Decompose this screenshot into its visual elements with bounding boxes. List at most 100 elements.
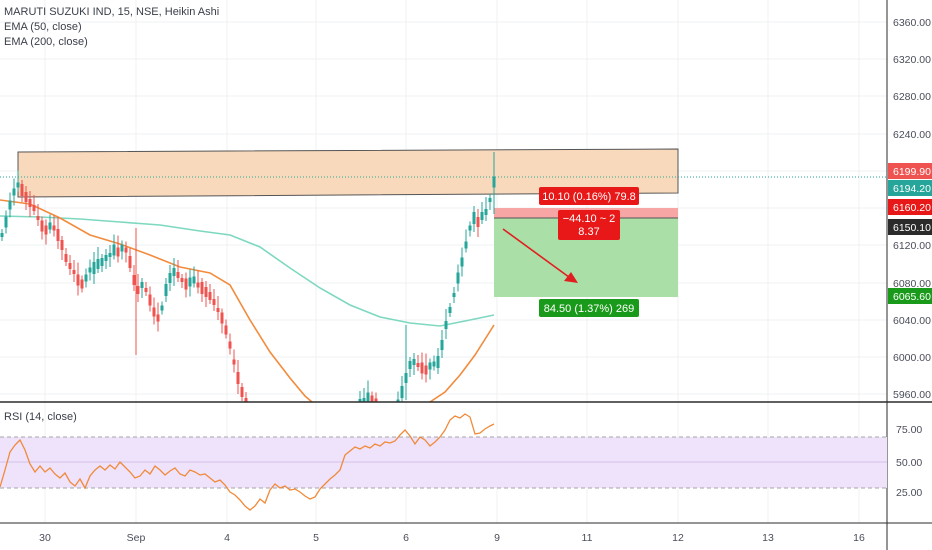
candle-body bbox=[200, 282, 204, 294]
candle-body bbox=[40, 220, 44, 232]
candle-body bbox=[408, 361, 412, 369]
candle-body bbox=[68, 263, 72, 269]
candle-body bbox=[448, 307, 452, 313]
candle-body bbox=[100, 258, 104, 266]
candle-body bbox=[160, 305, 164, 311]
candle-body bbox=[440, 340, 444, 350]
candle-body bbox=[428, 362, 432, 370]
settings-corner-icon[interactable] bbox=[888, 524, 932, 550]
candle-body bbox=[52, 225, 56, 231]
rsi-tick-label: 25.00 bbox=[896, 487, 922, 499]
candle-body bbox=[44, 225, 48, 235]
candle-body bbox=[136, 286, 140, 294]
candle-body bbox=[358, 399, 362, 402]
price-tag-last: 6194.20 bbox=[888, 180, 932, 196]
candle-body bbox=[366, 392, 370, 402]
rsi-tick-label: 75.00 bbox=[896, 424, 922, 436]
candle-body bbox=[216, 308, 220, 312]
time-tick-label: Sep bbox=[127, 532, 146, 544]
center-label-box: −44.10 ~ 2 8.37 bbox=[558, 210, 620, 240]
price-tag-entry-text: 6150.10 bbox=[893, 222, 931, 234]
candle-body bbox=[128, 256, 132, 268]
candle-body bbox=[152, 307, 156, 317]
price-tag-stop: 6160.20 bbox=[888, 199, 932, 215]
candle-body bbox=[416, 363, 420, 367]
stop-label-box: 10.10 (0.16%) 79.8 bbox=[539, 187, 639, 205]
candle-body bbox=[184, 278, 188, 290]
rsi-line bbox=[0, 413, 495, 511]
price-tick-label: 6120.00 bbox=[893, 240, 931, 252]
rsi-axis[interactable]: 75.00 50.00 25.00 bbox=[896, 424, 922, 499]
rsi-tick-label: 50.00 bbox=[896, 457, 922, 469]
candle-body bbox=[176, 272, 180, 278]
price-tick-label: 5960.00 bbox=[893, 389, 931, 401]
candle-body bbox=[444, 321, 448, 329]
time-axis[interactable]: 30 Sep 4 5 6 9 11 12 13 16 bbox=[39, 532, 865, 544]
candle-body bbox=[436, 356, 440, 368]
candle-body bbox=[244, 398, 248, 402]
candle-body bbox=[92, 262, 96, 274]
time-tick-label: 5 bbox=[313, 532, 319, 544]
candle-body bbox=[132, 275, 136, 285]
price-tag-high: 6199.90 bbox=[888, 163, 932, 179]
price-tick-label: 6360.00 bbox=[893, 17, 931, 29]
candle-body bbox=[460, 257, 464, 267]
candles[interactable] bbox=[0, 152, 496, 402]
candle-body bbox=[12, 188, 16, 196]
candle-body bbox=[104, 255, 108, 261]
candle-body bbox=[24, 192, 28, 202]
candle-body bbox=[412, 359, 416, 365]
price-tag-entry: 6150.10 bbox=[888, 219, 932, 235]
horizontal-gridlines bbox=[0, 21, 887, 395]
candle-body bbox=[468, 225, 472, 231]
candle-body bbox=[88, 267, 92, 273]
candle-body bbox=[400, 386, 404, 398]
time-tick-label: 13 bbox=[762, 532, 774, 544]
ema200-line bbox=[0, 215, 495, 327]
candle-body bbox=[196, 282, 200, 288]
candle-body bbox=[144, 288, 148, 292]
candle-body bbox=[232, 359, 236, 365]
candle-body bbox=[108, 253, 112, 257]
ema50-line bbox=[0, 199, 313, 403]
price-tick-label: 6280.00 bbox=[893, 91, 931, 103]
candle-body bbox=[212, 299, 216, 305]
candle-body bbox=[20, 184, 24, 196]
price-tag-target-text: 6065.60 bbox=[893, 291, 931, 303]
candle-body bbox=[16, 182, 20, 188]
candle-body bbox=[228, 341, 232, 349]
ema200-legend[interactable]: EMA (200, close) bbox=[4, 36, 88, 48]
ema50-legend[interactable]: EMA (50, close) bbox=[4, 21, 82, 33]
candle-body bbox=[28, 199, 32, 207]
candle-body bbox=[48, 222, 52, 230]
candle-body bbox=[374, 398, 378, 402]
time-tick-label: 9 bbox=[494, 532, 500, 544]
ema50-line-recent bbox=[429, 324, 495, 403]
candle-body bbox=[84, 274, 88, 282]
candle-body bbox=[116, 247, 120, 257]
candle-body bbox=[76, 274, 80, 286]
candle-body bbox=[156, 314, 160, 322]
symbol-legend[interactable]: MARUTI SUZUKI IND, 15, NSE, Heikin Ashi bbox=[4, 6, 220, 18]
candle-body bbox=[220, 312, 224, 324]
candle-body bbox=[8, 200, 12, 210]
candle-body bbox=[476, 217, 480, 227]
time-tick-label: 12 bbox=[672, 532, 684, 544]
candle-body bbox=[120, 244, 124, 252]
candle-body bbox=[188, 277, 192, 287]
candle-body bbox=[168, 273, 172, 283]
candle-body bbox=[112, 244, 116, 256]
candle-body bbox=[64, 254, 68, 262]
candle-body bbox=[362, 398, 366, 402]
price-tick-label: 6240.00 bbox=[893, 129, 931, 141]
candle-body bbox=[140, 282, 144, 288]
candle-body bbox=[224, 325, 228, 335]
candle-body bbox=[60, 240, 64, 250]
candle-body bbox=[456, 272, 460, 284]
candle-body bbox=[464, 241, 468, 249]
rsi-legend[interactable]: RSI (14, close) bbox=[4, 411, 77, 423]
time-tick-label: 6 bbox=[403, 532, 409, 544]
position-arrow bbox=[502, 228, 574, 281]
price-tick-label: 6040.00 bbox=[893, 315, 931, 327]
